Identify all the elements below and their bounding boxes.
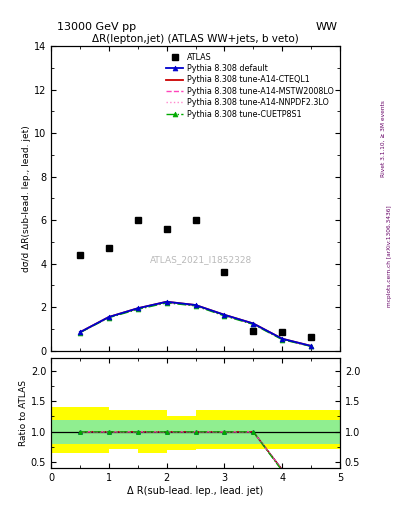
Pythia 8.308 tune-A14-MSTW2008LO bbox=[280, 336, 285, 342]
Pythia 8.308 tune-CUETP8S1 bbox=[164, 300, 169, 306]
Pythia 8.308 tune-A14-NNPDF2.3LO bbox=[164, 300, 169, 306]
Pythia 8.308 tune-A14-MSTW2008LO bbox=[136, 306, 140, 312]
Pythia 8.308 tune-CUETP8S1 bbox=[280, 336, 285, 343]
Line: Pythia 8.308 default: Pythia 8.308 default bbox=[77, 300, 314, 348]
Pythia 8.308 default bbox=[280, 336, 285, 342]
Line: Pythia 8.308 tune-CUETP8S1: Pythia 8.308 tune-CUETP8S1 bbox=[77, 301, 314, 349]
Text: ATLAS_2021_I1852328: ATLAS_2021_I1852328 bbox=[150, 255, 252, 264]
Pythia 8.308 default bbox=[193, 302, 198, 308]
Line: Pythia 8.308 tune-A14-NNPDF2.3LO: Pythia 8.308 tune-A14-NNPDF2.3LO bbox=[80, 303, 311, 346]
Pythia 8.308 tune-CUETP8S1 bbox=[136, 306, 140, 312]
Pythia 8.308 tune-A14-MSTW2008LO bbox=[251, 321, 256, 327]
Pythia 8.308 tune-CUETP8S1 bbox=[222, 313, 227, 319]
Pythia 8.308 tune-A14-MSTW2008LO bbox=[193, 303, 198, 309]
Title: ΔR(lepton,jet) (ATLAS WW+jets, b veto): ΔR(lepton,jet) (ATLAS WW+jets, b veto) bbox=[92, 34, 299, 44]
Pythia 8.308 tune-CUETP8S1 bbox=[309, 343, 314, 349]
Pythia 8.308 tune-A14-CTEQL1 bbox=[222, 312, 227, 318]
Pythia 8.308 tune-A14-NNPDF2.3LO bbox=[222, 312, 227, 318]
Pythia 8.308 default bbox=[136, 305, 140, 311]
Line: Pythia 8.308 tune-A14-CTEQL1: Pythia 8.308 tune-A14-CTEQL1 bbox=[80, 302, 311, 346]
Pythia 8.308 tune-A14-MSTW2008LO bbox=[164, 300, 169, 306]
X-axis label: Δ R(sub-lead. lep., lead. jet): Δ R(sub-lead. lep., lead. jet) bbox=[127, 486, 264, 496]
Line: Pythia 8.308 tune-A14-MSTW2008LO: Pythia 8.308 tune-A14-MSTW2008LO bbox=[80, 303, 311, 346]
ATLAS bbox=[107, 245, 111, 251]
Pythia 8.308 tune-A14-MSTW2008LO bbox=[309, 343, 314, 349]
Pythia 8.308 tune-A14-MSTW2008LO bbox=[78, 329, 83, 335]
Pythia 8.308 tune-A14-CTEQL1 bbox=[251, 321, 256, 327]
Pythia 8.308 tune-A14-MSTW2008LO bbox=[222, 312, 227, 318]
ATLAS bbox=[309, 333, 314, 339]
ATLAS bbox=[78, 252, 83, 258]
Text: 13000 GeV pp: 13000 GeV pp bbox=[57, 22, 136, 32]
Pythia 8.308 tune-A14-NNPDF2.3LO bbox=[280, 336, 285, 342]
Text: Rivet 3.1.10, ≥ 3M events: Rivet 3.1.10, ≥ 3M events bbox=[381, 100, 386, 177]
Pythia 8.308 tune-A14-MSTW2008LO bbox=[107, 314, 111, 320]
ATLAS bbox=[280, 329, 285, 335]
Pythia 8.308 tune-CUETP8S1 bbox=[78, 330, 83, 336]
Pythia 8.308 tune-A14-CTEQL1 bbox=[164, 298, 169, 305]
Pythia 8.308 tune-A14-NNPDF2.3LO bbox=[107, 314, 111, 320]
Pythia 8.308 tune-CUETP8S1 bbox=[251, 322, 256, 328]
Pythia 8.308 tune-A14-NNPDF2.3LO bbox=[309, 343, 314, 349]
Text: mcplots.cern.ch [arXiv:1306.3436]: mcplots.cern.ch [arXiv:1306.3436] bbox=[387, 205, 392, 307]
Pythia 8.308 default bbox=[78, 329, 83, 335]
ATLAS bbox=[222, 269, 227, 275]
Pythia 8.308 tune-A14-NNPDF2.3LO bbox=[136, 306, 140, 312]
Pythia 8.308 tune-A14-CTEQL1 bbox=[309, 343, 314, 349]
Y-axis label: dσ/d ΔR(sub-lead. lep., lead. jet): dσ/d ΔR(sub-lead. lep., lead. jet) bbox=[22, 125, 31, 272]
ATLAS bbox=[193, 217, 198, 223]
Pythia 8.308 default bbox=[107, 314, 111, 320]
Pythia 8.308 tune-A14-NNPDF2.3LO bbox=[193, 303, 198, 309]
Pythia 8.308 tune-A14-NNPDF2.3LO bbox=[251, 321, 256, 327]
Pythia 8.308 default bbox=[309, 343, 314, 349]
Pythia 8.308 tune-A14-CTEQL1 bbox=[136, 305, 140, 311]
Pythia 8.308 tune-A14-NNPDF2.3LO bbox=[78, 329, 83, 335]
Pythia 8.308 tune-A14-CTEQL1 bbox=[280, 336, 285, 342]
Line: ATLAS: ATLAS bbox=[77, 217, 314, 339]
Legend: ATLAS, Pythia 8.308 default, Pythia 8.308 tune-A14-CTEQL1, Pythia 8.308 tune-A14: ATLAS, Pythia 8.308 default, Pythia 8.30… bbox=[163, 50, 336, 121]
Pythia 8.308 tune-A14-CTEQL1 bbox=[78, 329, 83, 335]
ATLAS bbox=[164, 226, 169, 232]
Pythia 8.308 default bbox=[251, 321, 256, 327]
Pythia 8.308 tune-A14-CTEQL1 bbox=[193, 302, 198, 308]
Pythia 8.308 default bbox=[164, 298, 169, 305]
Pythia 8.308 tune-A14-CTEQL1 bbox=[107, 314, 111, 320]
Y-axis label: Ratio to ATLAS: Ratio to ATLAS bbox=[19, 380, 28, 446]
ATLAS bbox=[136, 217, 140, 223]
ATLAS bbox=[251, 328, 256, 334]
Text: WW: WW bbox=[316, 22, 338, 32]
Pythia 8.308 default bbox=[222, 312, 227, 318]
Pythia 8.308 tune-CUETP8S1 bbox=[107, 314, 111, 321]
Pythia 8.308 tune-CUETP8S1 bbox=[193, 303, 198, 309]
